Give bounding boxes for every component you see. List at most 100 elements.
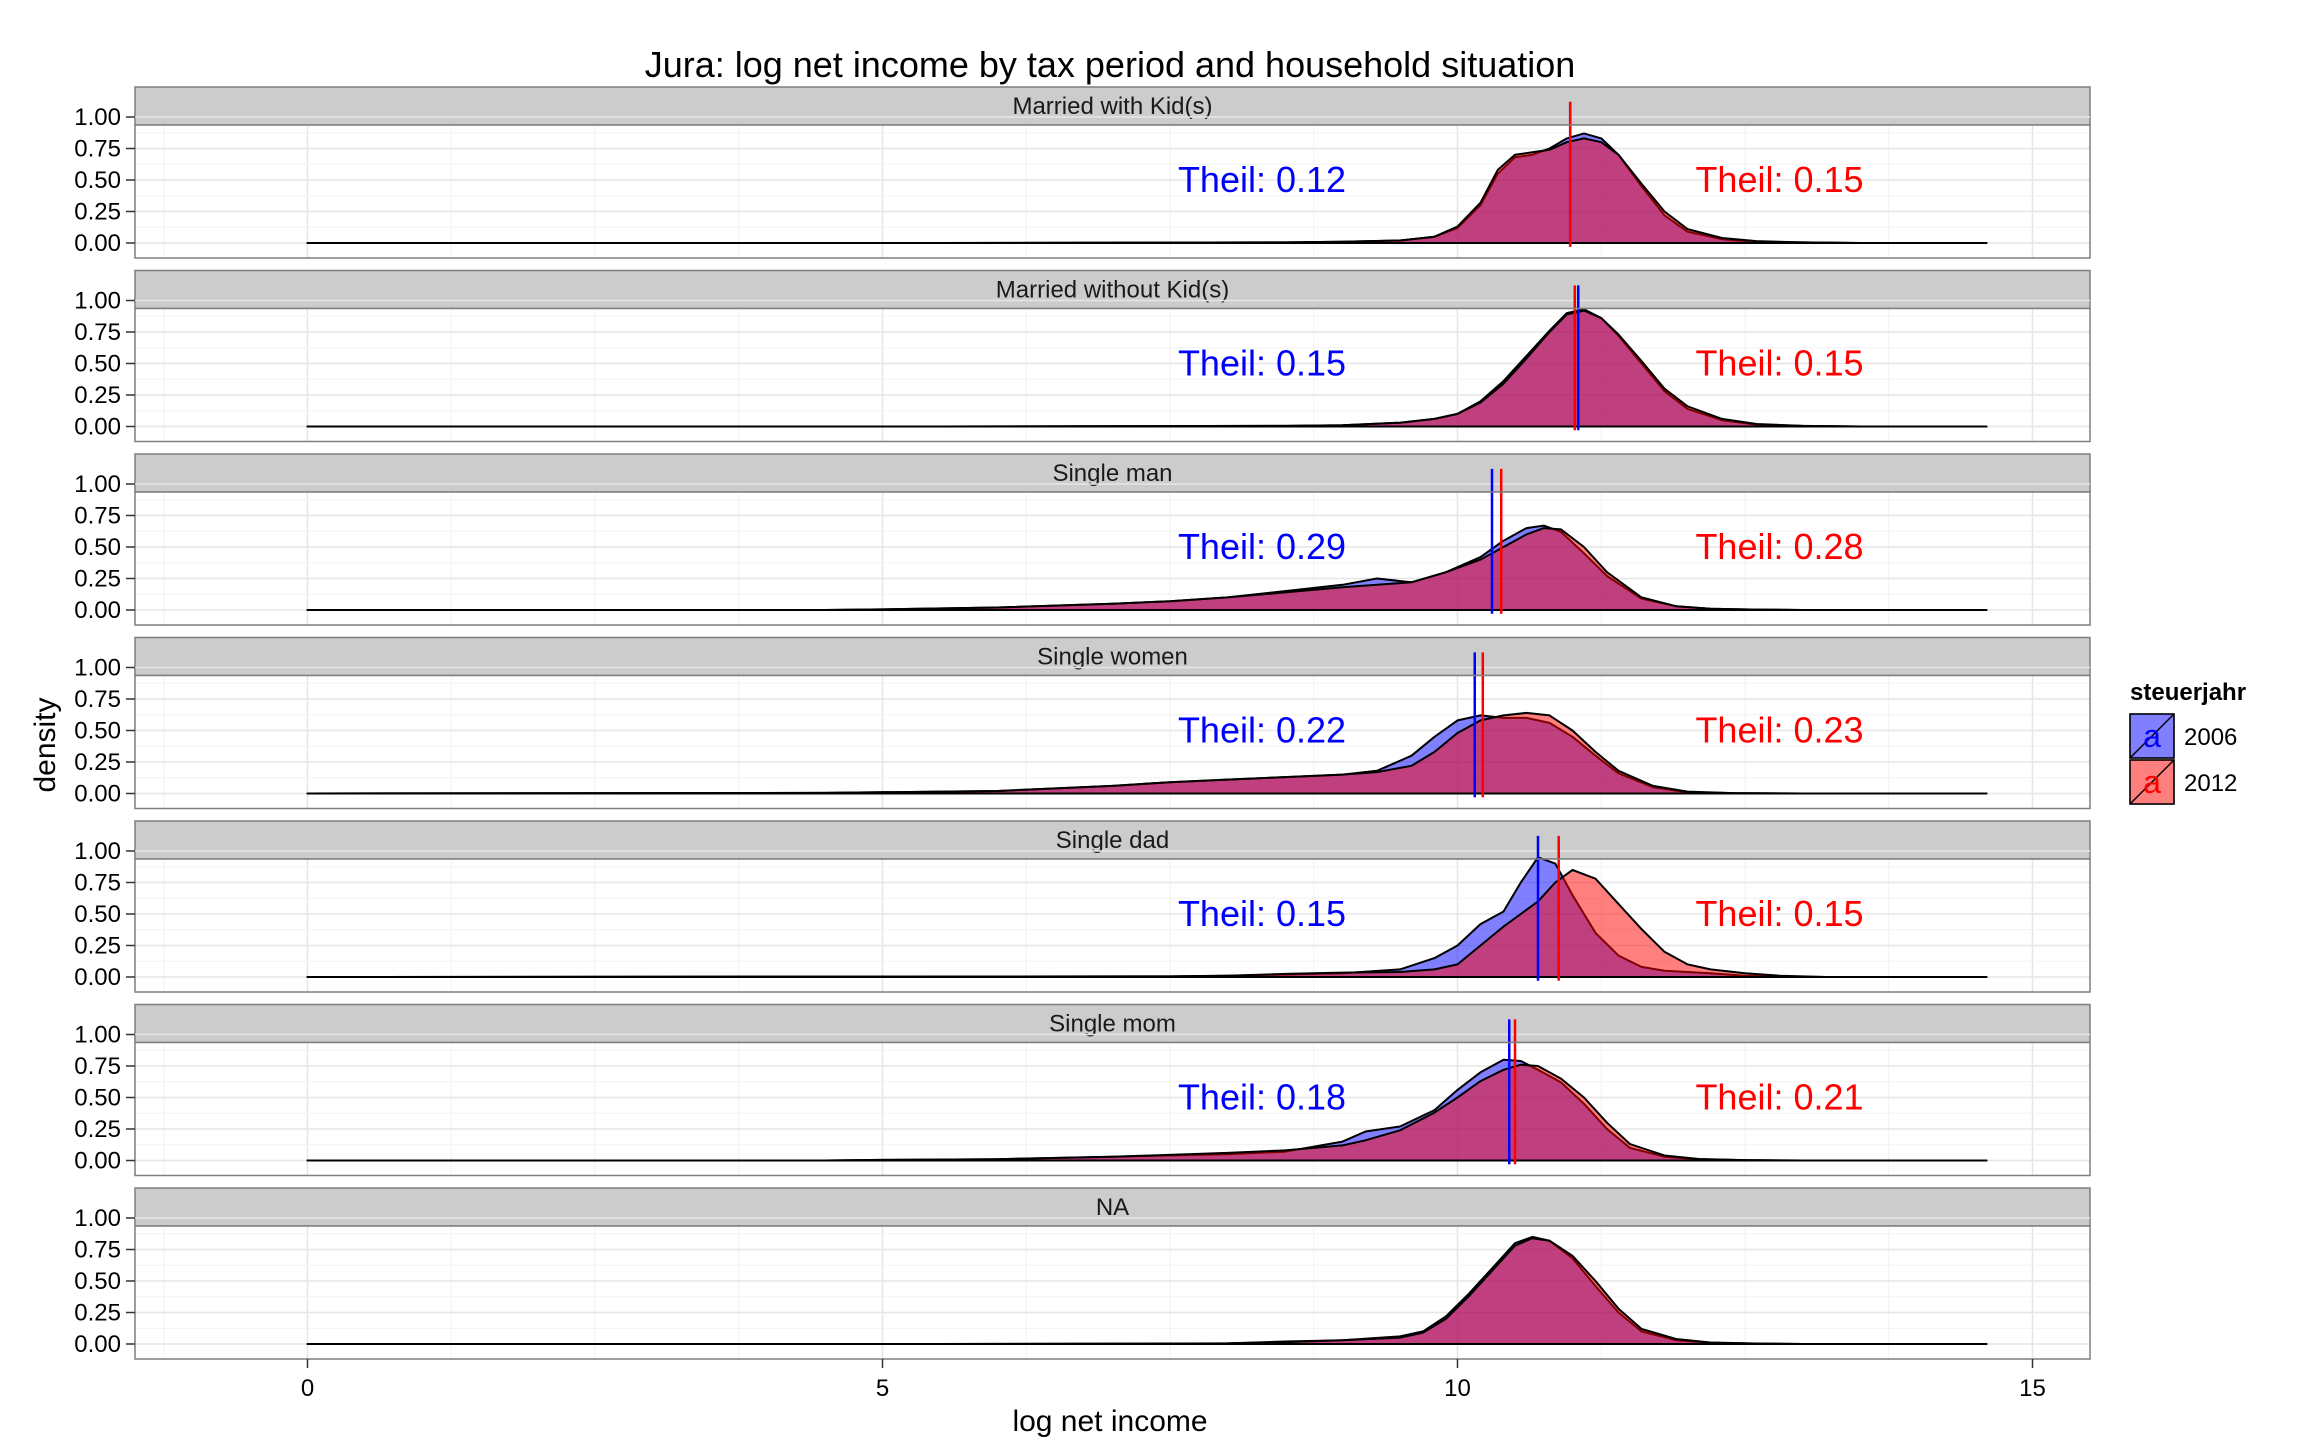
y-axis-title: density (29, 697, 62, 792)
panel-border (134, 858, 2091, 993)
theil-label-2006: Theil: 0.29 (1178, 526, 1346, 567)
facet-strip-label: Single man (1052, 460, 1172, 487)
y-tick-label: 0.25 (74, 1116, 121, 1143)
x-tick-label: 0 (301, 1375, 314, 1402)
legend-key-glyph: a (2143, 764, 2161, 800)
y-tick-label: 0.50 (74, 718, 121, 745)
theil-label-2006: Theil: 0.15 (1178, 343, 1346, 384)
density-area-2012 (306, 868, 1988, 978)
y-tick-label: 0.50 (74, 901, 121, 928)
facet-strip (134, 453, 2091, 493)
panel-background (135, 125, 2090, 258)
y-tick-label: 1.00 (74, 471, 121, 498)
facet-strip-label: Single mom (1049, 1011, 1176, 1038)
y-tick-label: 0.00 (74, 230, 121, 257)
panel-background (135, 859, 2090, 992)
chart-title: Jura: log net income by tax period and h… (645, 44, 1576, 85)
y-tick-label: 0.50 (74, 534, 121, 561)
facet-panels: Married with Kid(s) Theil: 0.12 Theil: 0.1… (74, 86, 2091, 1360)
theil-label-2012: Theil: 0.15 (1695, 159, 1863, 200)
y-tick-label: 0.00 (74, 964, 121, 991)
panel-border (134, 307, 2091, 443)
legend-key-2006: a (2129, 713, 2175, 759)
y-tick-label: 0.50 (74, 167, 121, 194)
theil-label-2006: Theil: 0.12 (1178, 159, 1346, 200)
facet-panel: NA 0.00 0.25 0.50 0.75 1.00 (74, 1187, 2091, 1360)
y-axis: 0.00 0.25 0.50 0.75 1.00 (74, 288, 135, 441)
y-tick-label: 0.00 (74, 1148, 121, 1175)
y-tick-label: 0.25 (74, 749, 121, 776)
legend: steuerjahr a 2006 a 2012 (2129, 679, 2246, 805)
facet-strip-label: Married with Kid(s) (1012, 93, 1212, 120)
theil-label-2006: Theil: 0.15 (1178, 893, 1346, 934)
panel-background (135, 1042, 2090, 1176)
legend-key-mark (2129, 713, 2175, 759)
y-axis: 0.00 0.25 0.50 0.75 1.00 (74, 1205, 135, 1358)
y-tick-label: 0.25 (74, 933, 121, 960)
facet-strip (134, 269, 2091, 310)
y-tick-label: 0.00 (74, 781, 121, 808)
y-tick-label: 1.00 (74, 1205, 121, 1232)
facet-strip-label: NA (1096, 1194, 1129, 1221)
theil-label-2012: Theil: 0.15 (1695, 893, 1863, 934)
density-area-2012 (306, 137, 1988, 244)
y-tick-label: 0.75 (74, 686, 121, 713)
y-tick-label: 0.50 (74, 351, 121, 378)
y-axis: 0.00 0.25 0.50 0.75 1.00 (74, 104, 135, 257)
legend-label: 2012 (2184, 770, 2237, 797)
theil-label-2006: Theil: 0.18 (1178, 1077, 1346, 1118)
y-tick-label: 0.00 (74, 1331, 121, 1358)
legend-key-glyph: a (2143, 718, 2161, 754)
y-tick-label: 0.75 (74, 1053, 121, 1080)
x-tick-label: 10 (1444, 1375, 1471, 1402)
y-tick-label: 0.00 (74, 414, 121, 441)
y-axis: 0.00 0.25 0.50 0.75 1.00 (74, 655, 135, 808)
facet-panel: Single man Theil: 0.29 Theil: 0.28 0.00 0.25… (74, 453, 2091, 626)
panel-background (135, 308, 2090, 442)
theil-label-2012: Theil: 0.21 (1695, 1077, 1863, 1118)
facet-panel: Married with Kid(s) Theil: 0.12 Theil: 0.1… (74, 86, 2091, 259)
facet-panel: Single mom Theil: 0.18 Theil: 0.21 0.00 0.25… (74, 1003, 2091, 1177)
facet-strip (134, 636, 2091, 677)
density-area-2012 (306, 1237, 1988, 1345)
legend-label: 2006 (2184, 724, 2237, 751)
x-axis-title: log net income (1012, 1405, 1207, 1438)
y-tick-label: 1.00 (74, 838, 121, 865)
y-tick-label: 0.75 (74, 136, 121, 163)
theil-label-2012: Theil: 0.23 (1695, 710, 1863, 751)
y-axis: 0.00 0.25 0.50 0.75 1.00 (74, 838, 135, 991)
panel-background (135, 1226, 2090, 1359)
density-area-2012 (306, 711, 1988, 795)
x-axis: 0 5 10 15 (301, 1359, 2046, 1402)
facet-strip (134, 820, 2091, 860)
facet-strip-label: Single dad (1056, 827, 1169, 854)
y-tick-label: 1.00 (74, 1022, 121, 1049)
density-area-2012 (306, 309, 1988, 428)
panel-grid (135, 1033, 2090, 1176)
density-area-2012 (306, 1063, 1988, 1162)
panel-border (134, 124, 2091, 259)
panel-border (134, 674, 2091, 810)
y-tick-label: 1.00 (74, 104, 121, 131)
panel-border (134, 491, 2091, 626)
y-tick-label: 0.75 (74, 319, 121, 346)
legend-key-mark (2129, 759, 2175, 805)
legend-title: steuerjahr (2130, 679, 2246, 706)
y-tick-label: 1.00 (74, 655, 121, 682)
facet-strip-label: Married without Kid(s) (996, 277, 1229, 304)
legend-key-2012: a (2129, 759, 2175, 805)
y-tick-label: 0.00 (74, 597, 121, 624)
y-tick-label: 1.00 (74, 288, 121, 315)
panel-border (134, 1225, 2091, 1360)
y-tick-label: 0.25 (74, 382, 121, 409)
facet-strip-label: Single women (1037, 644, 1188, 671)
theil-label-2012: Theil: 0.15 (1695, 343, 1863, 384)
panel-border (134, 1041, 2091, 1177)
y-tick-label: 0.75 (74, 870, 121, 897)
y-axis: 0.00 0.25 0.50 0.75 1.00 (74, 471, 135, 624)
x-tick-label: 5 (876, 1375, 889, 1402)
y-tick-label: 0.25 (74, 566, 121, 593)
y-tick-label: 0.25 (74, 1300, 121, 1327)
